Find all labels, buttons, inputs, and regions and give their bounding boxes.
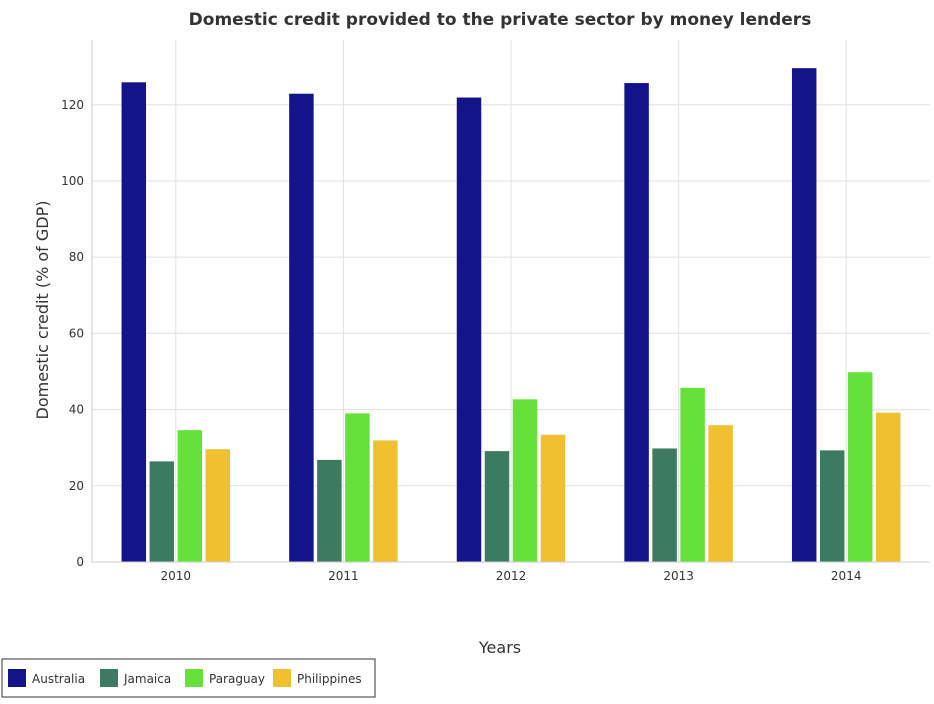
y-tick-label: 60	[69, 326, 84, 340]
y-tick-label: 100	[61, 174, 84, 188]
legend-swatch-paraguay	[185, 669, 203, 687]
bar-paraguay-2013	[680, 387, 705, 562]
legend-label-jamaica: Jamaica	[123, 672, 171, 686]
axes: 0 20 40 60 80 100 120 2010 2011 2012 2013 2014	[61, 40, 930, 583]
bar-paraguay-2011	[345, 413, 370, 562]
legend: Australia Jamaica Paraguay Philippines	[1, 658, 376, 698]
bar-jamaica-2013	[652, 448, 677, 562]
y-tick-label: 0	[76, 555, 84, 569]
x-tick-label: 2013	[663, 569, 694, 583]
bar-philippines-2014	[875, 412, 901, 562]
y-tick-label: 120	[61, 98, 84, 112]
bar-jamaica-2010	[149, 461, 175, 562]
legend-label-paraguay: Paraguay	[209, 672, 265, 686]
bar-paraguay-2012	[512, 399, 538, 562]
bar-philippines-2010	[205, 449, 231, 562]
bar-paraguay-2010	[177, 430, 203, 562]
bar-jamaica-2011	[317, 459, 342, 562]
y-tick-label: 20	[69, 479, 84, 493]
bar-australia-2013	[624, 83, 649, 562]
y-tick-label: 80	[69, 250, 84, 264]
y-axis-label: Domestic credit (% of GDP)	[33, 201, 52, 420]
bar-philippines-2012	[540, 434, 566, 562]
chart-title: Domestic credit provided to the private …	[189, 10, 812, 30]
bar-paraguay-2014	[847, 372, 873, 562]
x-tick-label: 2014	[831, 569, 862, 583]
x-tick-label: 2010	[161, 569, 192, 583]
y-tick-label: 40	[69, 403, 84, 417]
legend-swatch-australia	[8, 669, 26, 687]
bar-australia-2012	[456, 97, 482, 563]
bar-australia-2011	[289, 93, 314, 562]
x-axis-label: Years	[478, 638, 521, 657]
bar-philippines-2011	[373, 440, 398, 562]
grid-lines	[92, 40, 930, 563]
legend-swatch-philippines	[273, 669, 291, 687]
bar-jamaica-2014	[819, 450, 845, 562]
legend-label-philippines: Philippines	[297, 672, 362, 686]
bar-australia-2014	[791, 68, 817, 562]
x-tick-label: 2012	[496, 569, 527, 583]
bar-australia-2010	[121, 82, 147, 563]
legend-label-australia: Australia	[32, 672, 85, 686]
x-tick-label: 2011	[328, 569, 359, 583]
bar-jamaica-2012	[484, 451, 510, 562]
legend-swatch-jamaica	[100, 669, 118, 687]
bars	[121, 68, 901, 563]
bar-philippines-2013	[708, 425, 733, 562]
